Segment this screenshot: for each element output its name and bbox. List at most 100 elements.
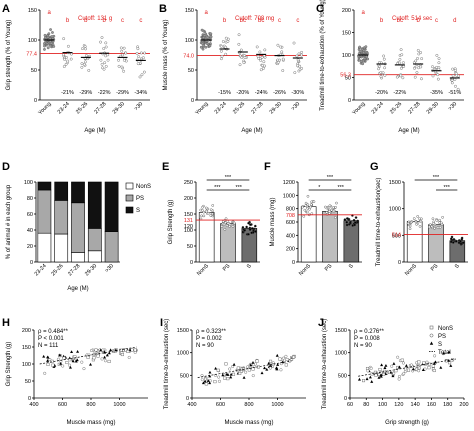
data-point bbox=[262, 66, 265, 70]
data-point bbox=[354, 216, 358, 219]
data-point bbox=[80, 360, 84, 364]
cutoff-tick-label: 131 bbox=[184, 218, 193, 224]
data-point bbox=[378, 367, 382, 371]
data-point bbox=[276, 58, 280, 62]
significance-letter: b bbox=[380, 18, 384, 24]
data-point bbox=[269, 359, 273, 363]
data-point bbox=[122, 69, 125, 73]
data-point bbox=[419, 51, 422, 54]
significance-letter: c bbox=[278, 18, 281, 24]
x-axis-label: Muscle mass (mg) bbox=[224, 420, 273, 426]
data-point bbox=[306, 203, 310, 207]
data-point bbox=[249, 363, 253, 367]
data-point bbox=[361, 62, 365, 66]
data-point bbox=[430, 225, 434, 228]
data-point bbox=[415, 222, 418, 226]
data-point bbox=[222, 222, 226, 226]
data-point bbox=[205, 206, 208, 210]
data-point bbox=[357, 377, 361, 381]
data-point bbox=[292, 41, 296, 45]
data-point bbox=[261, 63, 264, 67]
data-point bbox=[310, 200, 313, 204]
data-point bbox=[207, 211, 211, 215]
data-point bbox=[285, 358, 289, 362]
significance-stars: *** bbox=[214, 185, 221, 191]
data-point bbox=[259, 68, 263, 72]
data-point bbox=[210, 212, 214, 216]
data-point bbox=[432, 369, 436, 373]
data-point bbox=[453, 68, 457, 72]
data-point bbox=[406, 221, 410, 225]
panel-label: I bbox=[160, 317, 163, 329]
data-point bbox=[379, 373, 383, 376]
legend-swatch bbox=[125, 182, 134, 190]
data-point bbox=[94, 348, 98, 352]
data-point bbox=[384, 363, 388, 367]
percent-change-label: -22% bbox=[393, 90, 406, 96]
data-point bbox=[96, 354, 100, 358]
data-point bbox=[201, 209, 204, 212]
data-point bbox=[431, 65, 434, 69]
data-point bbox=[459, 239, 462, 243]
data-point bbox=[247, 368, 251, 372]
data-point bbox=[401, 361, 405, 365]
data-point bbox=[421, 368, 425, 371]
data-point bbox=[301, 205, 304, 209]
data-point bbox=[257, 56, 261, 60]
data-point bbox=[139, 51, 143, 55]
x-tick-label: 180 bbox=[443, 402, 452, 408]
data-point bbox=[400, 358, 404, 362]
data-point bbox=[219, 49, 223, 53]
y-axis-label: Treadmill time-to-exhaustion(sec) bbox=[376, 178, 382, 267]
data-point bbox=[304, 201, 308, 205]
y-tick-label: 200 bbox=[22, 328, 31, 334]
data-point bbox=[303, 208, 307, 212]
data-point bbox=[275, 353, 279, 357]
data-point bbox=[379, 371, 383, 375]
significance-letter: a bbox=[47, 10, 51, 16]
significance-letter: d bbox=[453, 18, 456, 24]
data-point bbox=[221, 373, 225, 377]
significance-letter: b bbox=[84, 18, 88, 24]
y-tick-label: 500 bbox=[180, 373, 189, 379]
data-point bbox=[456, 87, 460, 91]
y-axis-label: Treadmill time-to-exhaustion (sec) bbox=[322, 319, 328, 409]
x-tick-label: 1000 bbox=[271, 402, 283, 408]
data-point bbox=[422, 361, 426, 365]
significance-stars: * bbox=[318, 185, 321, 191]
data-point bbox=[126, 349, 130, 353]
data-point bbox=[228, 367, 232, 371]
legend-label: NonS bbox=[438, 326, 453, 332]
legend-label: PS bbox=[136, 196, 144, 202]
data-point bbox=[420, 217, 423, 221]
bar bbox=[220, 223, 236, 263]
data-point bbox=[409, 363, 413, 367]
legend-label: S bbox=[438, 342, 442, 348]
data-point bbox=[368, 375, 372, 379]
panel-label: E bbox=[162, 161, 169, 173]
significance-stars: *** bbox=[225, 175, 232, 181]
data-point bbox=[255, 45, 259, 49]
bar bbox=[322, 211, 338, 263]
y-tick-label: 1200 bbox=[283, 180, 295, 186]
data-point bbox=[208, 381, 212, 385]
data-point bbox=[105, 353, 109, 357]
data-point bbox=[411, 367, 415, 371]
data-point bbox=[284, 354, 288, 358]
y-tick-label: 0 bbox=[28, 396, 31, 402]
bar-segment-nons bbox=[37, 232, 52, 263]
y-tick-label: 100 bbox=[28, 38, 37, 44]
data-point bbox=[202, 36, 205, 39]
data-point bbox=[243, 56, 247, 59]
x-tick-label: Young bbox=[351, 101, 366, 116]
significance-stars: *** bbox=[235, 185, 242, 191]
data-point bbox=[265, 367, 269, 371]
stat-text: P = 0.002 bbox=[196, 336, 222, 342]
data-point bbox=[237, 33, 241, 37]
data-point bbox=[279, 45, 283, 49]
data-point bbox=[451, 67, 455, 71]
x-tick-label: NonS bbox=[196, 263, 210, 277]
y-axis-label: Grip Strength (g) bbox=[168, 200, 174, 245]
x-tick-label: 120 bbox=[394, 402, 403, 408]
data-point bbox=[65, 361, 69, 365]
